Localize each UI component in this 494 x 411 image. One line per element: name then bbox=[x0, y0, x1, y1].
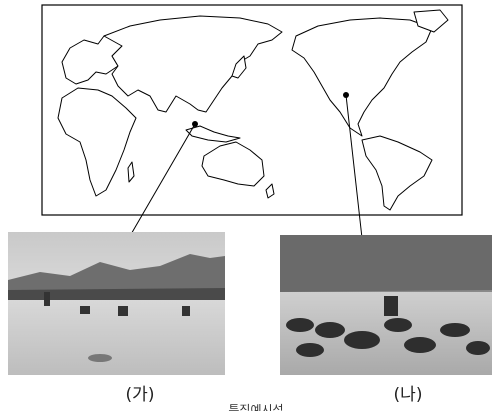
pointer-line bbox=[129, 123, 196, 237]
world-map bbox=[41, 4, 463, 216]
new-zealand bbox=[265, 183, 275, 199]
south-america bbox=[361, 135, 433, 211]
photo-cattle-ranch bbox=[280, 235, 492, 375]
caption: 특징예시성 bbox=[228, 403, 283, 411]
photo-label: (나) bbox=[394, 385, 423, 405]
japan bbox=[231, 55, 247, 79]
asia bbox=[103, 15, 283, 113]
pointer-line bbox=[345, 94, 363, 239]
photo-label: (가) bbox=[126, 385, 155, 405]
photo-rice-paddy bbox=[8, 232, 225, 375]
greenland bbox=[413, 9, 449, 33]
africa bbox=[57, 87, 137, 197]
madagascar bbox=[127, 161, 135, 183]
north-america bbox=[291, 17, 433, 137]
indonesia bbox=[185, 125, 241, 143]
australia bbox=[201, 141, 265, 187]
